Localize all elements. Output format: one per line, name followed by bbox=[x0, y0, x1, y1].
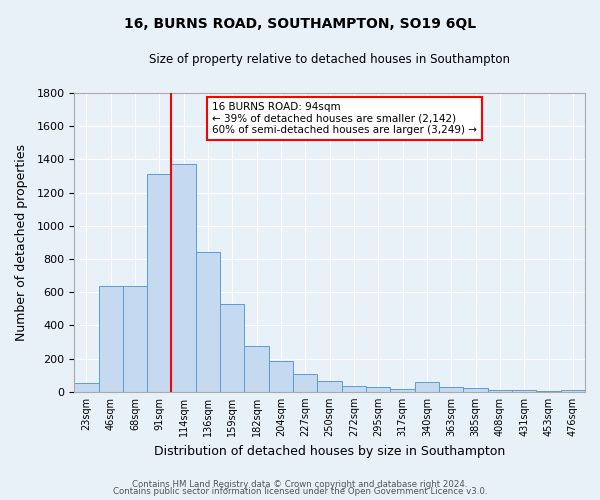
Bar bbox=[220, 304, 244, 392]
Y-axis label: Number of detached properties: Number of detached properties bbox=[15, 144, 28, 341]
Title: Size of property relative to detached houses in Southampton: Size of property relative to detached ho… bbox=[149, 52, 510, 66]
Bar bbox=[172, 164, 196, 392]
Bar bbox=[123, 286, 147, 392]
Bar bbox=[488, 390, 512, 392]
Bar bbox=[293, 374, 317, 392]
Bar bbox=[463, 388, 488, 392]
Bar bbox=[366, 387, 391, 392]
Bar bbox=[317, 381, 342, 392]
Bar bbox=[512, 390, 536, 392]
Bar bbox=[74, 382, 98, 392]
Bar bbox=[415, 382, 439, 392]
Text: 16, BURNS ROAD, SOUTHAMPTON, SO19 6QL: 16, BURNS ROAD, SOUTHAMPTON, SO19 6QL bbox=[124, 18, 476, 32]
Bar bbox=[342, 386, 366, 392]
X-axis label: Distribution of detached houses by size in Southampton: Distribution of detached houses by size … bbox=[154, 444, 505, 458]
Bar bbox=[147, 174, 172, 392]
Text: Contains HM Land Registry data © Crown copyright and database right 2024.: Contains HM Land Registry data © Crown c… bbox=[132, 480, 468, 489]
Bar bbox=[391, 390, 415, 392]
Bar bbox=[560, 390, 585, 392]
Text: 16 BURNS ROAD: 94sqm
← 39% of detached houses are smaller (2,142)
60% of semi-de: 16 BURNS ROAD: 94sqm ← 39% of detached h… bbox=[212, 102, 477, 135]
Bar bbox=[98, 286, 123, 392]
Bar bbox=[244, 346, 269, 392]
Bar bbox=[269, 361, 293, 392]
Bar bbox=[196, 252, 220, 392]
Bar bbox=[536, 391, 560, 392]
Bar bbox=[439, 387, 463, 392]
Text: Contains public sector information licensed under the Open Government Licence v3: Contains public sector information licen… bbox=[113, 488, 487, 496]
